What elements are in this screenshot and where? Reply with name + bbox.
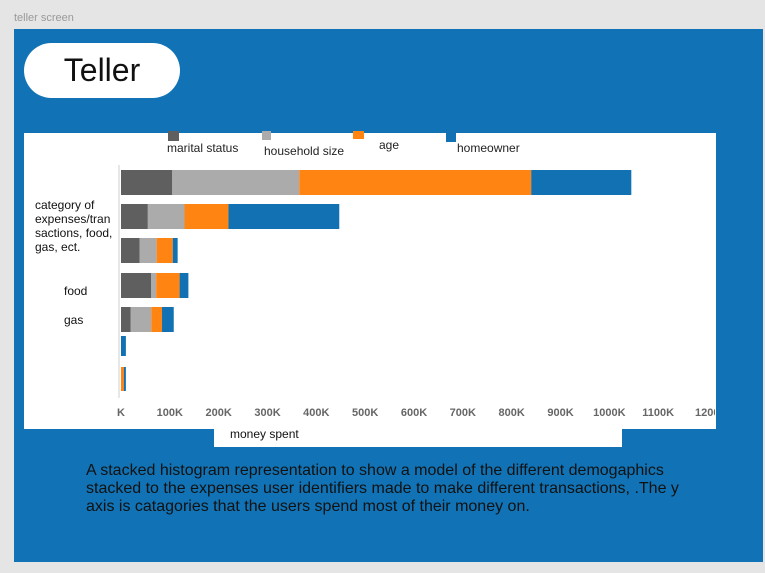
bar-segment xyxy=(156,238,173,263)
frame-label: teller screen xyxy=(14,12,74,24)
legend-label: household size xyxy=(264,144,345,158)
title-pill: Teller xyxy=(24,43,180,98)
bar-segment xyxy=(121,204,148,229)
x-tick-label: 0K xyxy=(117,407,125,419)
x-tick-label: 300K xyxy=(254,407,281,419)
legend-label: marital status xyxy=(167,141,239,155)
legend-swatch xyxy=(353,131,364,139)
x-axis-label-strip xyxy=(214,425,622,447)
x-tick-label: 400K xyxy=(303,407,330,419)
x-tick-label: 800K xyxy=(498,407,525,419)
description-text: A stacked histogram representation to sh… xyxy=(86,462,679,515)
legend-swatch xyxy=(262,131,271,140)
legend-swatch xyxy=(168,131,179,141)
x-tick-label: 700K xyxy=(449,407,476,419)
bar-segment xyxy=(184,204,229,229)
x-tick-label: 900K xyxy=(547,407,574,419)
legend-label: homeowner xyxy=(457,141,520,155)
bar-segment xyxy=(121,367,124,391)
x-tick-label: 1100K xyxy=(642,407,675,419)
x-tick-label: 1200K xyxy=(695,407,715,419)
category-label: food xyxy=(64,284,88,298)
bar-segment xyxy=(151,273,157,298)
bar-segment xyxy=(121,307,131,332)
bar-segment xyxy=(123,367,126,391)
x-tick-label: 600K xyxy=(400,407,428,419)
bar-segment xyxy=(139,238,157,263)
bar-segment xyxy=(531,170,632,195)
page-title: Teller xyxy=(63,52,141,88)
bar-segment xyxy=(121,273,152,298)
bar-segment xyxy=(151,307,163,332)
bar-segment xyxy=(121,238,140,263)
bar-segment xyxy=(172,238,178,263)
bar-segment xyxy=(121,170,173,195)
bar-segment xyxy=(179,273,189,298)
bar-segment xyxy=(121,336,126,356)
x-axis-label: money spent xyxy=(230,427,299,441)
x-tick-label: 100K xyxy=(156,407,183,419)
x-tick-label: 200K xyxy=(205,407,232,419)
bar-segment xyxy=(228,204,340,229)
bar-segment xyxy=(172,170,300,195)
category-label: category of expenses/tran sactions, food… xyxy=(35,198,113,254)
bar-segment xyxy=(147,204,185,229)
bar-segment xyxy=(130,307,152,332)
bar-segment xyxy=(162,307,174,332)
bar-segment xyxy=(156,273,180,298)
category-label: gas xyxy=(64,313,84,327)
x-tick-label: 500K xyxy=(352,407,379,419)
legend-label: age xyxy=(379,138,400,152)
legend-swatch xyxy=(446,131,456,142)
bar-segment xyxy=(299,170,532,195)
x-tick-label: 1000K xyxy=(593,407,626,419)
